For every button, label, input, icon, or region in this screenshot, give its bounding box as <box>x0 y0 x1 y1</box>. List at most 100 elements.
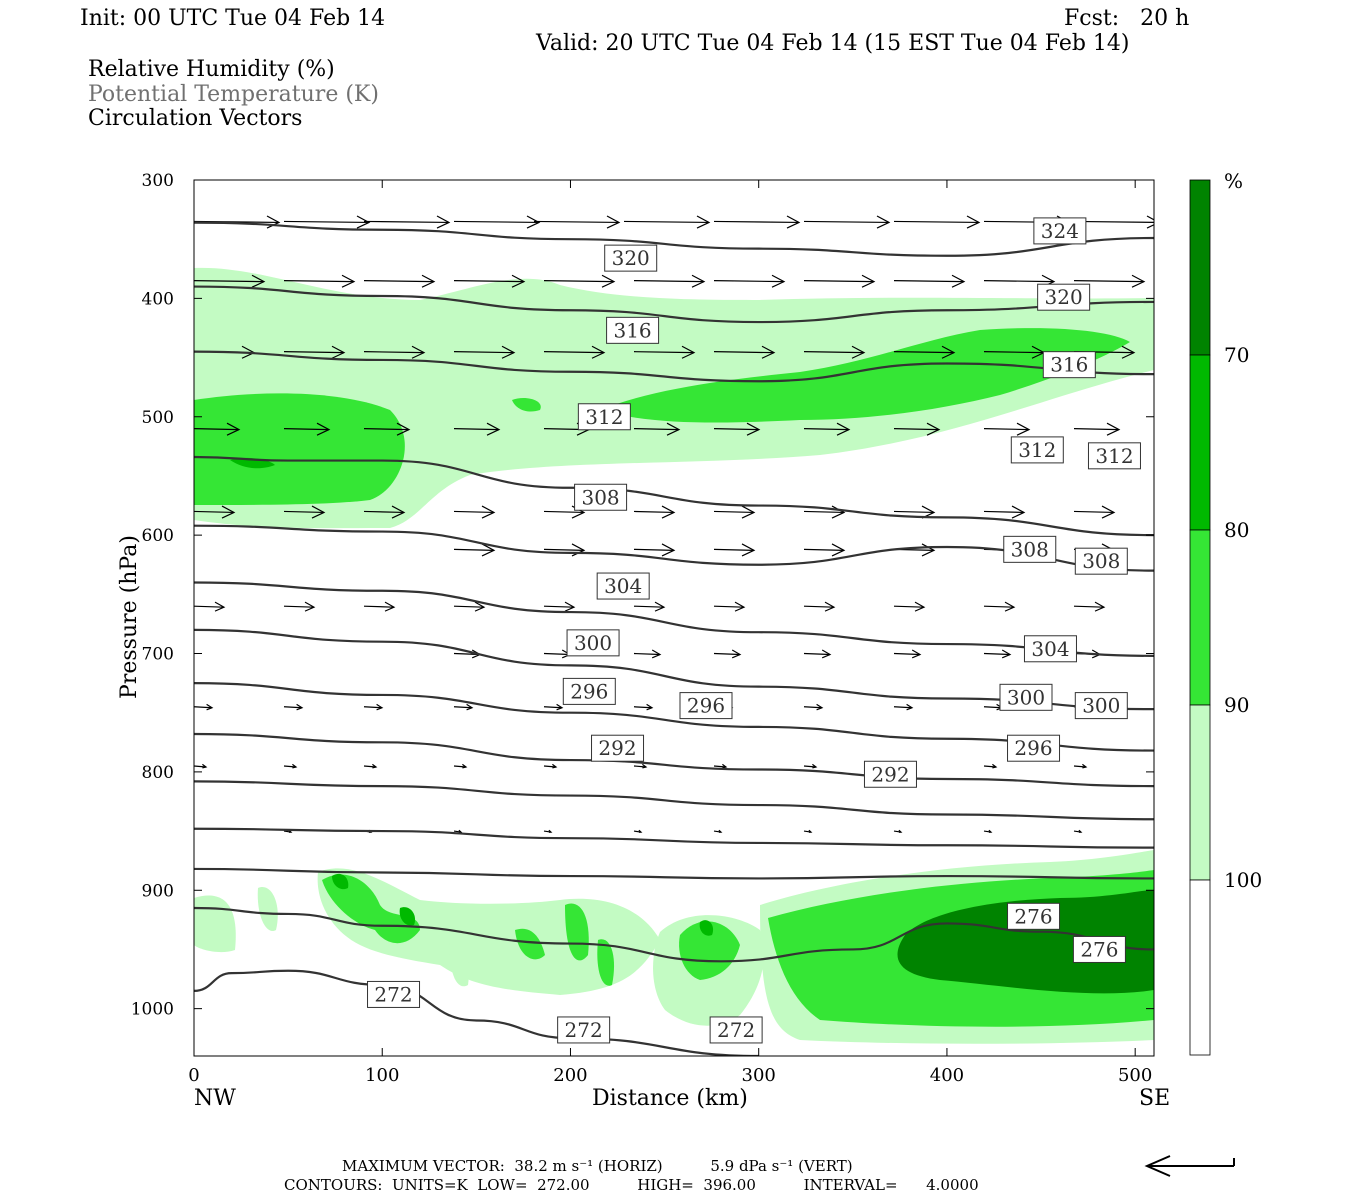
vector-arrowhead <box>356 215 371 229</box>
vector-arrow <box>983 605 1015 608</box>
vector-arrowhead <box>1121 345 1136 359</box>
vector-arrow <box>543 280 615 283</box>
vector-arrow <box>1073 605 1105 608</box>
vector-arrow <box>1073 220 1154 223</box>
vector-arrow <box>283 510 325 514</box>
vector-arrowhead <box>221 505 236 519</box>
vector-arrow <box>633 427 680 431</box>
contour-label-box <box>999 683 1053 711</box>
contour-label-box <box>1033 217 1087 245</box>
contour-label: 320 <box>1045 285 1083 309</box>
vector-arrowhead <box>384 601 396 612</box>
contour-label-box <box>596 572 650 600</box>
colorbar-label: 80 <box>1224 518 1249 542</box>
vector-arrowhead <box>266 215 281 229</box>
vector-arrowhead <box>511 274 526 288</box>
contour-label: 272 <box>717 1018 755 1042</box>
vector-arrow <box>713 510 755 514</box>
contour-info-note: CONTOURS: UNITS=K LOW= 272.00 HIGH= 396.… <box>284 1176 979 1194</box>
vector-arrowhead <box>731 649 742 659</box>
colorbar-segment <box>1189 704 1211 881</box>
vector-arrow <box>633 548 675 551</box>
x-tick-label: 400 <box>930 1065 964 1086</box>
vector-arrowhead <box>741 543 756 557</box>
vector-arrowhead <box>812 763 818 769</box>
vector-arrow <box>803 706 823 709</box>
vector-arrow <box>194 605 225 608</box>
vector-arrow <box>453 510 495 514</box>
vector-arrow <box>983 765 997 768</box>
colorbar-label: 90 <box>1224 693 1249 717</box>
vector-arrowhead <box>341 274 356 288</box>
vector-arrow <box>633 652 661 656</box>
vector-arrow <box>623 220 710 224</box>
vector-arrow <box>453 351 515 354</box>
contour-label: 304 <box>1031 637 1069 661</box>
rh-region <box>194 895 236 953</box>
vector-arrowhead <box>214 601 226 612</box>
contour-label-box <box>1007 902 1061 930</box>
y-tick-label: 400 <box>142 289 174 309</box>
rh-region <box>399 907 416 926</box>
vector-arrow <box>893 427 940 431</box>
vector-arrow <box>983 706 1003 709</box>
vector-arrowhead <box>654 601 666 612</box>
axis-ticks: 300 400 500 600 700 800 900 1000 0 100 200 300 400 50… <box>131 171 1154 1086</box>
y-tick-label: 600 <box>142 526 174 546</box>
vector-arrowhead <box>601 274 616 288</box>
vector-arrowhead <box>1011 505 1026 519</box>
contour-label-box <box>1087 442 1141 470</box>
vector-arrow <box>543 351 605 354</box>
vector-arrow <box>283 351 345 354</box>
vector-arrowhead <box>396 422 411 436</box>
vector-arrowhead <box>638 829 643 833</box>
vector-arrowhead <box>391 505 406 519</box>
vector-arrow <box>283 605 315 608</box>
vector-arrowhead <box>921 543 936 557</box>
vector-arrow <box>194 280 265 283</box>
vector-arrow <box>803 605 835 608</box>
contour-label: 312 <box>1095 444 1133 468</box>
vector-arrowhead <box>786 215 801 229</box>
vector-arrowhead <box>331 345 346 359</box>
vector-arrow <box>453 706 473 709</box>
y-tick-label: 300 <box>142 171 174 191</box>
contour-label-box <box>591 734 645 762</box>
rh-region <box>512 398 541 412</box>
vector-arrowhead <box>556 703 564 711</box>
vector-arrow <box>803 351 865 354</box>
vector-arrow <box>453 220 540 224</box>
y-tick-label: 900 <box>142 881 174 901</box>
theta-contours <box>194 221 1154 1056</box>
valid-time: Valid: 20 UTC Tue 04 Feb 14 (15 EST Tue … <box>536 31 1130 56</box>
contour-label: 276 <box>1014 904 1052 928</box>
vector-arrowhead <box>988 829 993 833</box>
vector-arrow <box>283 427 330 431</box>
vector-arrowhead <box>316 422 331 436</box>
theta-contour-272 <box>194 969 759 1056</box>
contour-label: 272 <box>565 1018 603 1042</box>
vector-arrow <box>453 605 485 608</box>
vector-arrow <box>983 652 1011 656</box>
vector-arrow <box>713 220 800 224</box>
vector-arrow <box>893 652 921 656</box>
vector-arrowhead <box>1146 215 1154 229</box>
vector-arrow <box>893 706 913 709</box>
contour-label: 316 <box>613 318 651 342</box>
reference-vector-arrow <box>1144 1155 1235 1177</box>
vector-arrow <box>363 765 377 768</box>
contour-label-box <box>566 629 620 657</box>
vector-arrow <box>713 548 755 551</box>
vector-arrow <box>893 351 955 354</box>
rh-region <box>897 890 1154 994</box>
x-axis-label: Distance (km) <box>592 1086 748 1111</box>
vector-arrow <box>1073 765 1087 768</box>
contour-label: 300 <box>1007 685 1045 709</box>
vector-arrow <box>633 280 705 283</box>
vector-arrowhead <box>906 703 914 711</box>
vector-arrowhead <box>1004 601 1016 612</box>
vector-arrowhead <box>421 274 436 288</box>
rh-region <box>317 868 660 995</box>
vector-arrowhead <box>808 829 813 833</box>
contour-label: 276 <box>1080 937 1118 961</box>
